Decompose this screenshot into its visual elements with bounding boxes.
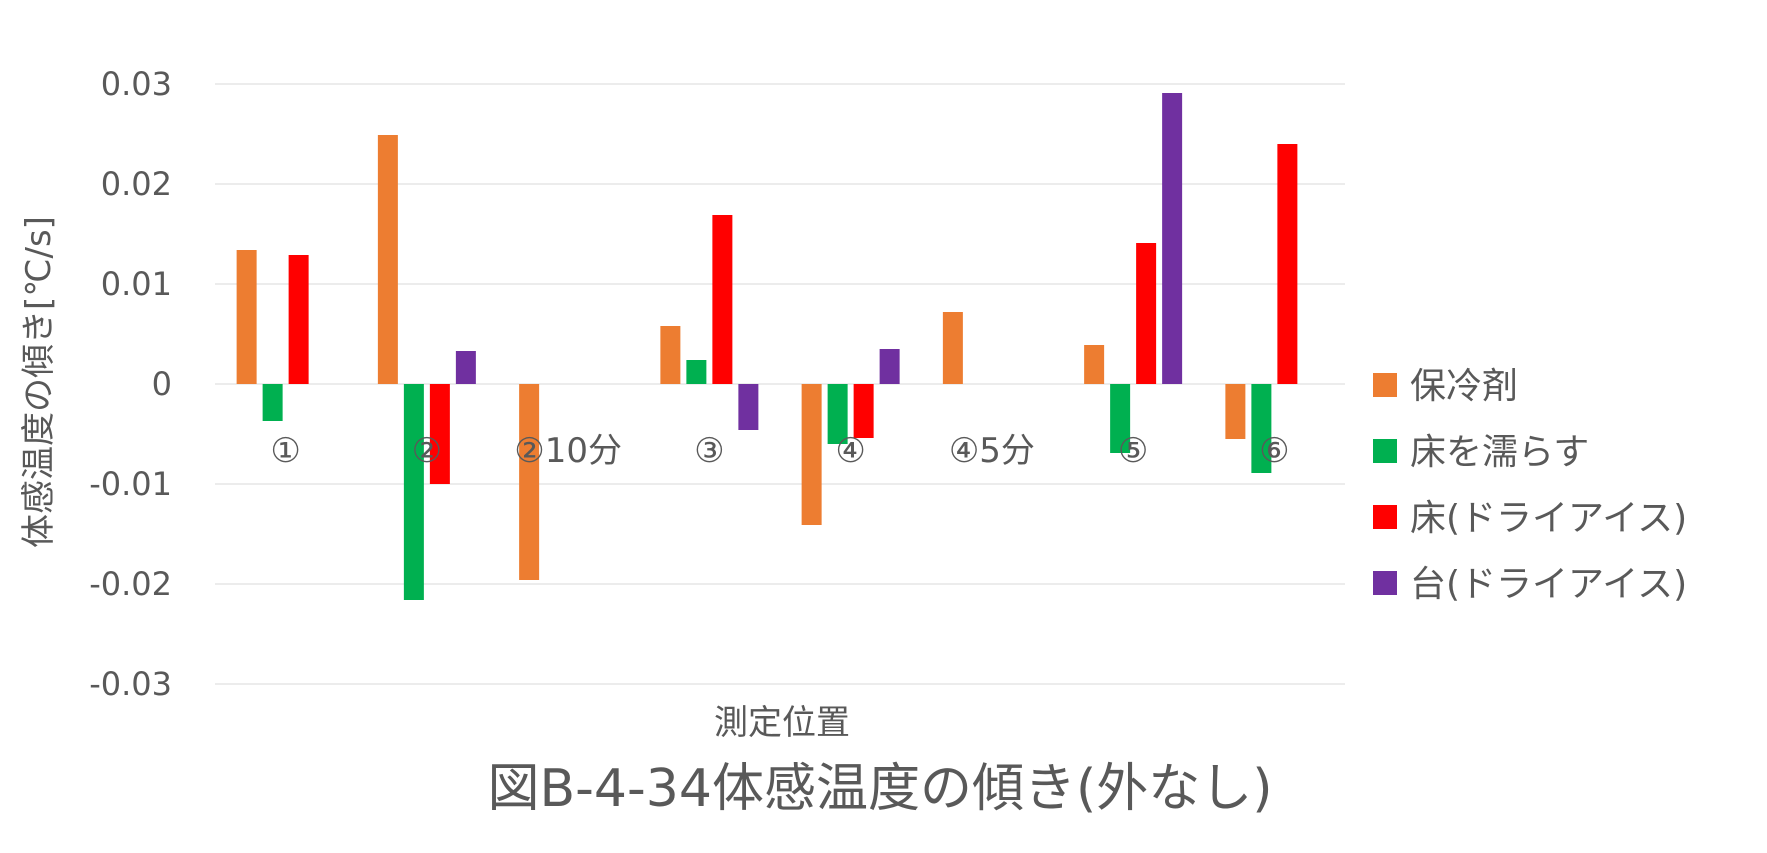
- bar: [288, 255, 309, 384]
- legend-swatch: [1373, 505, 1397, 529]
- bar: [1277, 144, 1298, 384]
- bar: [738, 384, 759, 430]
- y-tick-label: 0: [152, 365, 172, 403]
- category-labels: ① ② ②10分 ③ ④ ④5分 ⑤ ⑥: [270, 431, 1289, 471]
- bar: [853, 384, 874, 438]
- bar: [377, 135, 398, 384]
- legend-label: 台(ドライアイス): [1410, 564, 1687, 605]
- bar: [712, 215, 733, 384]
- y-tick-label: 0.01: [101, 265, 172, 303]
- category-label: ⑤: [1118, 431, 1148, 471]
- category-label: ②: [412, 431, 442, 471]
- y-axis-title: 体感温度の傾き[℃/s]: [19, 216, 59, 548]
- legend-label: 保冷剤: [1410, 366, 1518, 407]
- bar: [1251, 384, 1272, 473]
- legend-label: 床を濡らす: [1410, 432, 1589, 473]
- bar: [942, 312, 963, 384]
- gridlines: [215, 83, 1345, 685]
- bar: [455, 351, 476, 384]
- chart-caption: 図B-4-34体感温度の傾き(外なし): [487, 759, 1272, 819]
- bar: [262, 384, 283, 421]
- bars: [236, 93, 1298, 600]
- bar: [686, 360, 707, 384]
- y-tick-label: -0.03: [89, 665, 172, 703]
- y-tick-label: 0.03: [101, 65, 172, 103]
- bar: [1110, 384, 1131, 453]
- bar: [1136, 243, 1157, 384]
- category-label: ④: [835, 431, 865, 471]
- bar: [801, 384, 822, 525]
- y-axis-ticks: 0.03 0.02 0.01 0 -0.01 -0.02 -0.03: [89, 65, 172, 703]
- bar: [403, 384, 424, 600]
- category-label: ⑥: [1259, 431, 1289, 471]
- y-tick-label: 0.02: [101, 165, 172, 203]
- bar: [660, 326, 681, 384]
- y-tick-label: -0.02: [89, 565, 172, 603]
- x-axis-title: 測定位置: [714, 703, 850, 743]
- legend-swatch: [1373, 571, 1397, 595]
- bar: [827, 384, 848, 444]
- bar: [236, 250, 257, 384]
- bar: [429, 384, 450, 484]
- bar: [519, 384, 540, 580]
- legend-swatch: [1373, 439, 1397, 463]
- category-label: ③: [694, 431, 724, 471]
- category-label: ④5分: [949, 431, 1035, 471]
- bar: [1225, 384, 1246, 439]
- bar: [1084, 345, 1105, 384]
- bar: [1162, 93, 1183, 384]
- legend-label: 床(ドライアイス): [1410, 498, 1687, 539]
- legend-swatch: [1373, 373, 1397, 397]
- category-label: ②10分: [514, 431, 622, 471]
- bar: [879, 349, 900, 384]
- category-label: ①: [270, 431, 300, 471]
- y-tick-label: -0.01: [89, 465, 172, 503]
